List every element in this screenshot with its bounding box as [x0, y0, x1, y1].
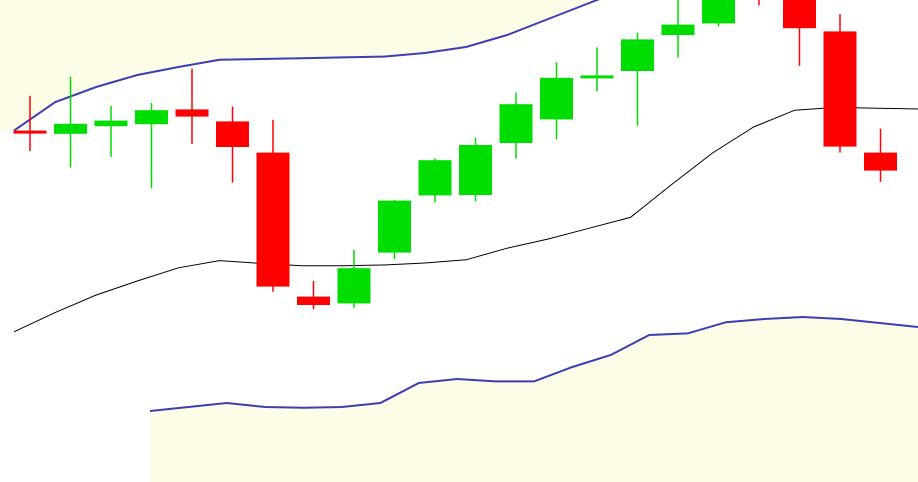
candle-11: [418, 158, 452, 203]
candle-17: [661, 0, 695, 58]
candle-body: [418, 160, 452, 196]
candle-body: [378, 200, 411, 253]
candle-body: [216, 121, 249, 147]
candle-10: [378, 199, 411, 259]
candle-16: [621, 32, 654, 126]
candle-body: [621, 39, 654, 71]
candle-4: [135, 103, 168, 189]
candle-21: [823, 14, 857, 153]
candle-body: [823, 31, 857, 147]
candle-body: [499, 104, 533, 143]
candle-body: [337, 268, 371, 304]
candle-body: [94, 120, 128, 127]
candle-18: [702, 0, 735, 27]
candle-body: [459, 145, 492, 195]
candle-20: [783, 0, 816, 66]
candle-body: [297, 296, 330, 305]
lower-band-line: [149, 315, 918, 412]
candle-9: [337, 249, 371, 308]
candle-body: [540, 77, 573, 120]
candle-3: [94, 105, 128, 157]
lower-band-shading: [150, 317, 918, 482]
band-lines-layer: [13, 0, 918, 412]
middle-band-line: [13, 106, 918, 333]
candle-body: [661, 24, 695, 35]
candle-body: [135, 110, 168, 125]
candle-body: [864, 152, 897, 171]
candle-22: [864, 128, 897, 182]
candle-19: [758, 0, 760, 6]
upper-band-shading: [0, 0, 918, 131]
candle-13: [499, 92, 533, 159]
candle-body: [702, 0, 735, 24]
upper-band-line: [13, 0, 600, 132]
candle-body: [13, 130, 47, 134]
candle-14: [540, 62, 573, 140]
candle-1: [13, 95, 47, 151]
candle-body: [54, 123, 87, 134]
candle-body: [175, 109, 209, 117]
candle-body: [580, 75, 614, 79]
candle-12: [459, 137, 492, 202]
candle-8: [297, 281, 330, 309]
candle-body: [256, 152, 290, 287]
candle-7: [256, 119, 290, 292]
candle-5: [175, 68, 209, 144]
candle-6: [216, 106, 249, 183]
candle-2: [54, 76, 87, 168]
candle-15: [580, 47, 614, 92]
candle-body: [783, 0, 816, 29]
candles-layer: [13, 0, 897, 309]
